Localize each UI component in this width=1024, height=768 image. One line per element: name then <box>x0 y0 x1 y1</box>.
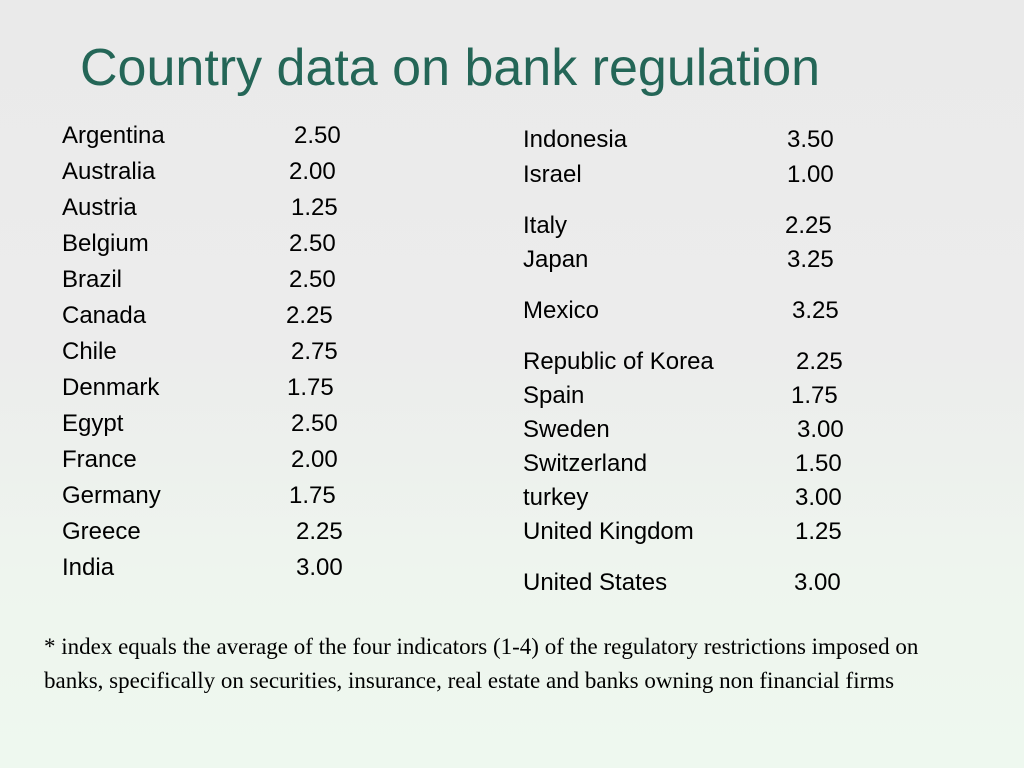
country-row: Indonesia 3.50 <box>523 126 903 160</box>
country-name: Indonesia <box>523 126 628 153</box>
country-name: Japan <box>523 246 589 273</box>
country-row: Argentina 2.50 <box>62 122 442 156</box>
regulation-index-value: 2.25 <box>796 348 843 375</box>
country-name: Canada <box>62 302 147 329</box>
regulation-index-value: 3.00 <box>296 554 343 581</box>
country-row: Egypt 2.50 <box>62 410 442 444</box>
regulation-index-value: 2.00 <box>289 158 336 185</box>
country-row: turkey 3.00 <box>523 484 903 518</box>
country-name: Mexico <box>523 297 600 324</box>
country-name: Spain <box>523 382 585 409</box>
country-name: turkey <box>523 484 589 511</box>
country-row: Australia 2.00 <box>62 158 442 192</box>
country-name: Argentina <box>62 122 165 149</box>
regulation-index-value: 3.25 <box>792 297 839 324</box>
regulation-index-value: 3.00 <box>794 569 841 596</box>
regulation-index-value: 2.50 <box>294 122 341 149</box>
regulation-index-value: 2.00 <box>291 446 338 473</box>
country-row: Austria 1.25 <box>62 194 442 228</box>
country-row: Japan 3.25 <box>523 246 903 280</box>
regulation-index-value: 2.25 <box>296 518 343 545</box>
regulation-index-value: 1.25 <box>291 194 338 221</box>
footnote: * index equals the average of the four i… <box>44 634 919 693</box>
country-row: Spain 1.75 <box>523 382 903 416</box>
regulation-index-value: 1.75 <box>289 482 336 509</box>
regulation-index-value: 2.25 <box>286 302 333 329</box>
regulation-index-value: 3.50 <box>787 126 834 153</box>
country-name: Sweden <box>523 416 610 443</box>
country-name: France <box>62 446 137 473</box>
country-row: United Kingdom 1.25 <box>523 518 903 552</box>
country-row: India 3.00 <box>62 554 442 588</box>
country-name: Belgium <box>62 230 149 257</box>
regulation-index-value: 3.00 <box>795 484 842 511</box>
country-row: Israel 1.00 <box>523 161 903 195</box>
slide-title: Country data on bank regulation <box>80 39 821 97</box>
regulation-index-value: 2.75 <box>291 338 338 365</box>
regulation-index-value: 2.25 <box>785 212 832 239</box>
country-row: Denmark 1.75 <box>62 374 442 408</box>
country-name: United Kingdom <box>523 518 694 545</box>
regulation-index-value: 2.50 <box>289 230 336 257</box>
country-row: Brazil 2.50 <box>62 266 442 300</box>
regulation-index-value: 1.00 <box>787 161 834 188</box>
country-row: Sweden 3.00 <box>523 416 903 450</box>
country-name: India <box>62 554 115 581</box>
country-name: Israel <box>523 161 582 188</box>
country-row: France 2.00 <box>62 446 442 480</box>
country-name: Denmark <box>62 374 160 401</box>
country-name: Italy <box>523 212 568 239</box>
country-row: Chile 2.75 <box>62 338 442 372</box>
regulation-index-value: 3.00 <box>797 416 844 443</box>
country-row: Republic of Korea 2.25 <box>523 348 903 382</box>
country-name: Germany <box>62 482 161 509</box>
regulation-index-value: 1.50 <box>795 450 842 477</box>
country-name: United States <box>523 569 668 596</box>
country-row: Germany 1.75 <box>62 482 442 516</box>
country-name: Chile <box>62 338 117 365</box>
country-row: Mexico 3.25 <box>523 297 903 331</box>
country-row: Belgium 2.50 <box>62 230 442 264</box>
country-row: Italy 2.25 <box>523 212 903 246</box>
country-row: Switzerland 1.50 <box>523 450 903 484</box>
regulation-index-value: 1.75 <box>287 374 334 401</box>
country-name: Austria <box>62 194 137 221</box>
country-row: Greece 2.25 <box>62 518 442 552</box>
regulation-index-value: 1.75 <box>791 382 838 409</box>
country-name: Egypt <box>62 410 124 437</box>
country-name: Switzerland <box>523 450 648 477</box>
regulation-index-value: 2.50 <box>291 410 338 437</box>
country-name: Brazil <box>62 266 123 293</box>
regulation-index-value: 1.25 <box>795 518 842 545</box>
country-row: United States 3.00 <box>523 569 903 603</box>
country-row: Canada 2.25 <box>62 302 442 336</box>
country-name: Australia <box>62 158 156 185</box>
country-name: Greece <box>62 518 141 545</box>
regulation-index-value: 3.25 <box>787 246 834 273</box>
regulation-index-value: 2.50 <box>289 266 336 293</box>
country-name: Republic of Korea <box>523 348 714 375</box>
